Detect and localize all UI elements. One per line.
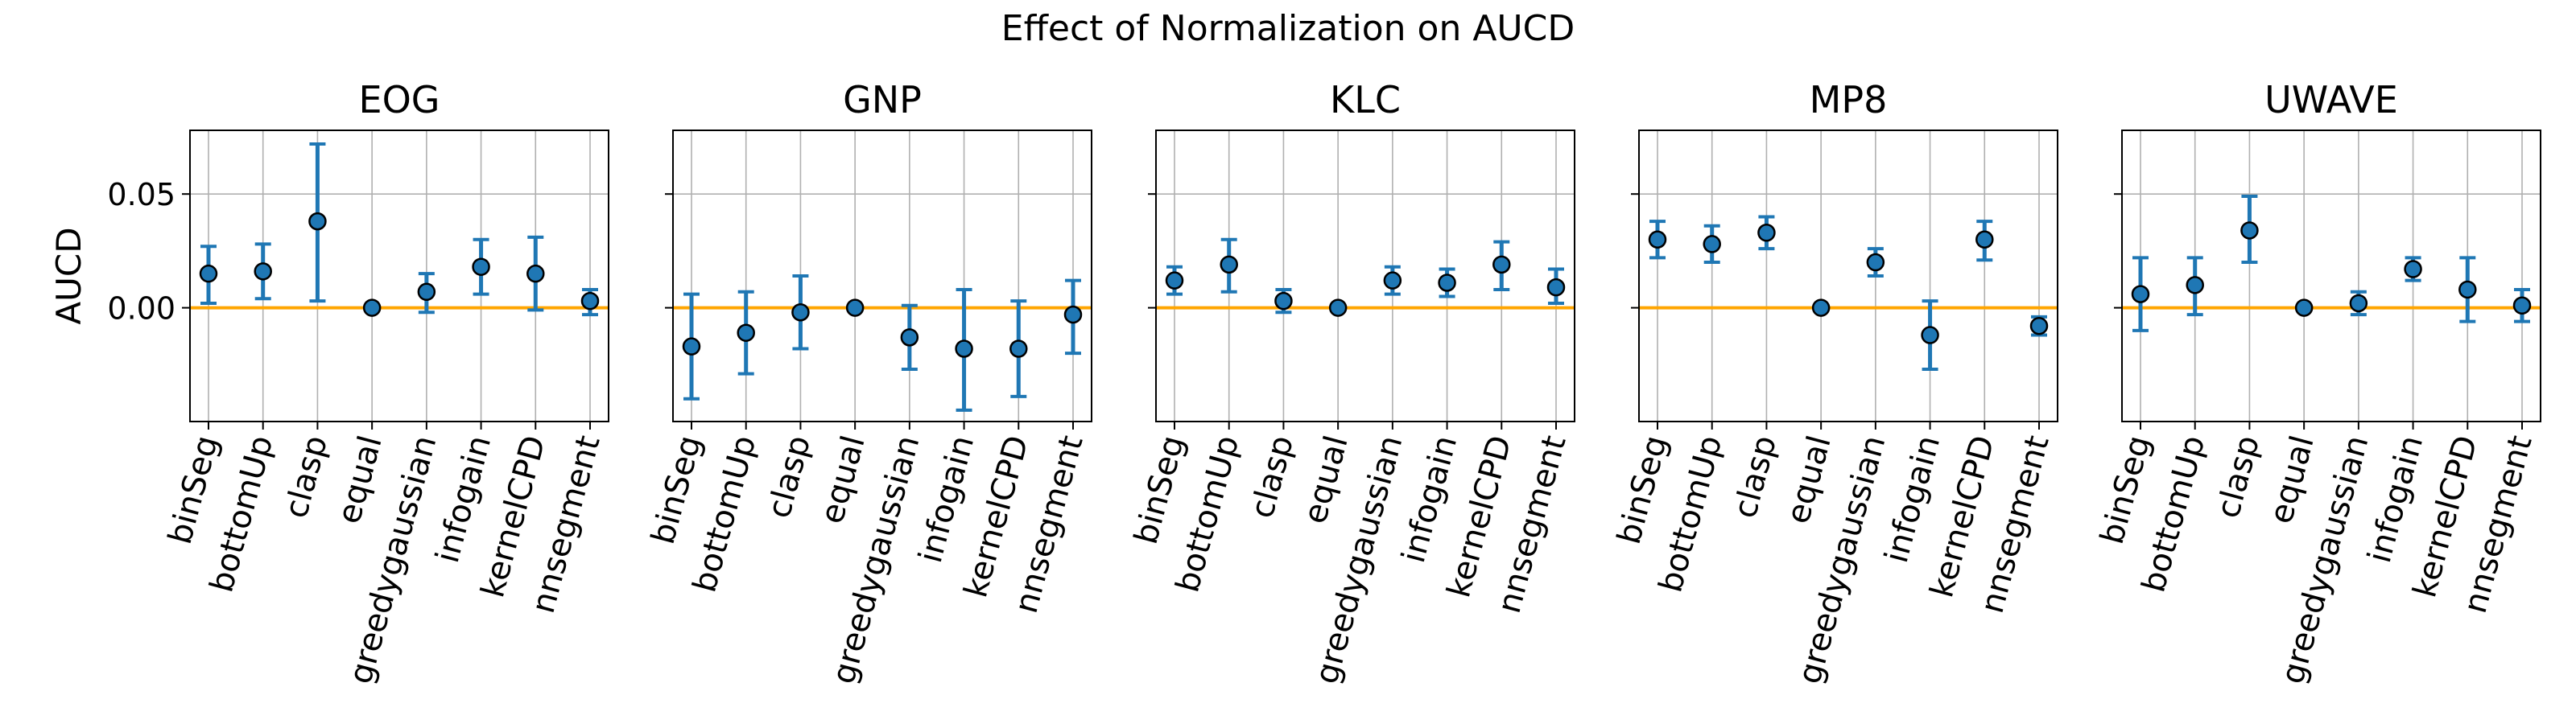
eog-point-binSeg	[199, 264, 218, 283]
mp8-point-equal	[1811, 298, 1831, 317]
eog-axes-frame	[189, 130, 609, 422]
klc-point-kernelCPD	[1492, 255, 1511, 274]
mp8-panel-title: MP8	[1810, 78, 1888, 121]
gnp-point-greedygaussian	[900, 328, 919, 347]
eog-point-kernelCPD	[526, 264, 545, 283]
eog-panel-title: EOG	[359, 78, 440, 121]
klc-axes-frame	[1155, 130, 1575, 422]
eog-ytick-label: 0.05	[107, 177, 175, 212]
mp8-point-kernelCPD	[1975, 230, 1994, 249]
uwave-point-kernelCPD	[2458, 280, 2477, 299]
eog-point-bottomUp	[254, 262, 272, 281]
mp8-xtick-label-equal: equal	[1780, 432, 1839, 528]
gnp-point-equal	[845, 298, 865, 317]
klc-panel-title: KLC	[1330, 78, 1401, 121]
uwave-point-equal	[2294, 298, 2314, 317]
gnp-point-binSeg	[682, 337, 701, 356]
eog-xtick-label-clasp: clasp	[278, 432, 335, 522]
eog-xtick-label-binSeg: binSeg	[162, 432, 226, 548]
gnp-point-clasp	[791, 303, 810, 322]
mp8-point-nnsegment	[2029, 316, 2049, 335]
eog-ytick-label: 0.00	[107, 291, 175, 327]
gnp-point-kernelCPD	[1009, 339, 1028, 358]
uwave-point-binSeg	[2131, 285, 2150, 303]
gnp-axes-frame	[672, 130, 1092, 422]
eog-point-greedygaussian	[417, 282, 436, 302]
uwave-axes-frame	[2121, 130, 2541, 422]
uwave-point-clasp	[2240, 221, 2259, 240]
mp8-point-greedygaussian	[1866, 253, 1885, 272]
eog-point-infogain	[472, 257, 490, 276]
uwave-xtick-label-equal: equal	[2263, 432, 2322, 528]
gnp-point-infogain	[955, 339, 973, 358]
gnp-xtick-label-clasp: clasp	[761, 432, 818, 522]
uwave-point-bottomUp	[2186, 276, 2204, 294]
mp8-point-clasp	[1757, 224, 1776, 242]
klc-point-clasp	[1274, 291, 1293, 311]
klc-point-equal	[1328, 298, 1348, 317]
uwave-xtick-label-clasp: clasp	[2210, 432, 2267, 522]
eog-point-equal	[362, 298, 382, 317]
klc-xtick-label-clasp: clasp	[1244, 432, 1301, 522]
eog-xtick-label-equal: equal	[331, 432, 390, 528]
gnp-point-bottomUp	[737, 323, 755, 342]
gnp-xtick-label-binSeg: binSeg	[645, 432, 709, 548]
uwave-point-greedygaussian	[2349, 294, 2368, 313]
figure-title: Effect of Normalization on AUCD	[1001, 8, 1575, 49]
gnp-panel-title: GNP	[843, 78, 922, 121]
mp8-axes-frame	[1638, 130, 2058, 422]
uwave-xtick-label-binSeg: binSeg	[2094, 432, 2158, 548]
gnp-xtick-label-equal: equal	[814, 432, 873, 528]
eog-point-clasp	[308, 212, 327, 231]
uwave-panel-title: UWAVE	[2264, 78, 2398, 121]
eog-point-nnsegment	[580, 291, 600, 311]
mp8-xtick-label-clasp: clasp	[1727, 432, 1784, 522]
mp8-point-bottomUp	[1703, 235, 1721, 253]
mp8-point-infogain	[1921, 326, 1939, 344]
klc-xtick-label-binSeg: binSeg	[1128, 432, 1192, 548]
gnp-point-nnsegment	[1063, 305, 1083, 324]
uwave-point-infogain	[2404, 260, 2422, 278]
klc-point-bottomUp	[1220, 255, 1238, 274]
mp8-point-binSeg	[1648, 230, 1667, 249]
eog-ylabel: AUCD	[49, 227, 89, 324]
mp8-xtick-label-binSeg: binSeg	[1611, 432, 1675, 548]
uwave-point-nnsegment	[2512, 296, 2532, 315]
klc-point-infogain	[1438, 274, 1456, 292]
klc-point-nnsegment	[1546, 278, 1566, 297]
klc-point-greedygaussian	[1383, 271, 1402, 290]
klc-xtick-label-equal: equal	[1297, 432, 1356, 528]
klc-point-binSeg	[1165, 271, 1184, 290]
